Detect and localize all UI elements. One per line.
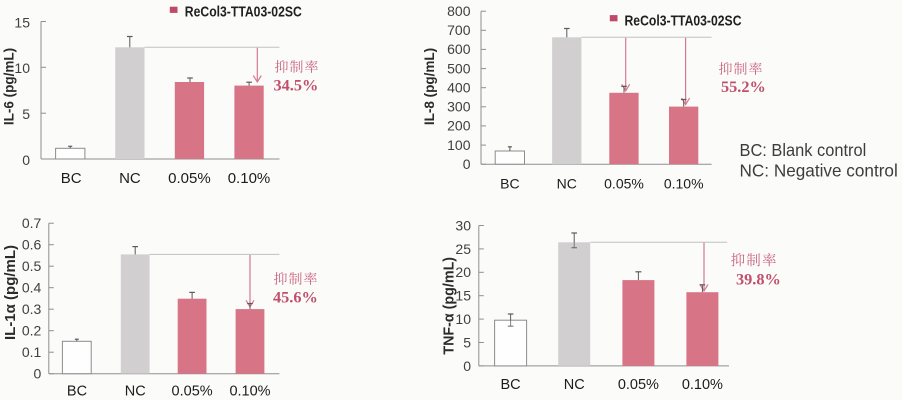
svg-text:BC: BC (501, 377, 521, 393)
svg-text:NC: NC (557, 176, 577, 192)
svg-text:100: 100 (447, 137, 471, 153)
svg-text:0: 0 (463, 358, 471, 374)
svg-text:0: 0 (22, 152, 30, 168)
svg-text:0.05%: 0.05% (604, 176, 644, 192)
svg-text:BC: BC (61, 170, 82, 187)
svg-text:0.05%: 0.05% (172, 384, 213, 400)
svg-text:TNF-α (pg/mL): TNF-α (pg/mL) (442, 257, 458, 355)
svg-text:0: 0 (34, 365, 42, 381)
svg-text:0.2: 0.2 (22, 322, 42, 338)
svg-text:39.8%: 39.8% (736, 270, 781, 289)
svg-text:15: 15 (455, 288, 471, 304)
svg-text:10: 10 (14, 60, 30, 76)
svg-text:0.10%: 0.10% (682, 377, 723, 393)
svg-text:0.5: 0.5 (22, 258, 42, 274)
svg-text:ReCol3-TTA03-02SC: ReCol3-TTA03-02SC (625, 13, 742, 30)
svg-text:NC: NC (119, 170, 141, 187)
svg-text:0.05%: 0.05% (618, 377, 659, 393)
svg-text:0.6: 0.6 (22, 236, 42, 252)
svg-text:NC: NC (125, 384, 146, 400)
svg-text:BC: BC (500, 176, 519, 192)
svg-text:BC: Blank control: BC: Blank control (740, 140, 867, 160)
svg-text:0: 0 (463, 156, 471, 172)
svg-text:IL-1α (pg/mL): IL-1α (pg/mL) (2, 245, 19, 340)
svg-text:0.1: 0.1 (22, 344, 42, 360)
svg-text:0.7: 0.7 (22, 215, 42, 231)
svg-text:5: 5 (22, 106, 30, 122)
svg-text:800: 800 (447, 3, 471, 19)
svg-text:IL-6 (pg/mL): IL-6 (pg/mL) (2, 48, 17, 125)
svg-text:0.3: 0.3 (22, 301, 42, 317)
svg-text:5: 5 (463, 334, 471, 350)
svg-text:500: 500 (447, 60, 471, 76)
svg-text:ReCol3-TTA03-02SC: ReCol3-TTA03-02SC (185, 4, 302, 21)
svg-text:600: 600 (447, 41, 471, 57)
svg-text:300: 300 (447, 99, 471, 115)
svg-text:NC: Negative control: NC: Negative control (740, 161, 898, 181)
svg-text:0.05%: 0.05% (168, 170, 211, 187)
svg-text:0.4: 0.4 (22, 279, 42, 295)
svg-text:BC: BC (67, 384, 87, 400)
svg-text:20: 20 (455, 264, 471, 280)
svg-text:IL-8 (pg/mL): IL-8 (pg/mL) (422, 48, 437, 125)
svg-text:0.10%: 0.10% (229, 384, 270, 400)
svg-text:0.10%: 0.10% (228, 170, 271, 187)
svg-text:0.10%: 0.10% (664, 176, 704, 192)
svg-text:400: 400 (447, 79, 471, 95)
svg-text:34.5%: 34.5% (274, 75, 319, 94)
svg-text:200: 200 (447, 118, 471, 134)
svg-text:15: 15 (14, 14, 30, 30)
svg-text:NC: NC (564, 377, 585, 393)
svg-text:25: 25 (455, 241, 471, 257)
svg-text:700: 700 (447, 22, 471, 38)
svg-text:30: 30 (455, 217, 471, 233)
svg-text:55.2%: 55.2% (721, 77, 766, 96)
svg-text:10: 10 (455, 311, 471, 327)
svg-text:45.6%: 45.6% (273, 287, 318, 306)
